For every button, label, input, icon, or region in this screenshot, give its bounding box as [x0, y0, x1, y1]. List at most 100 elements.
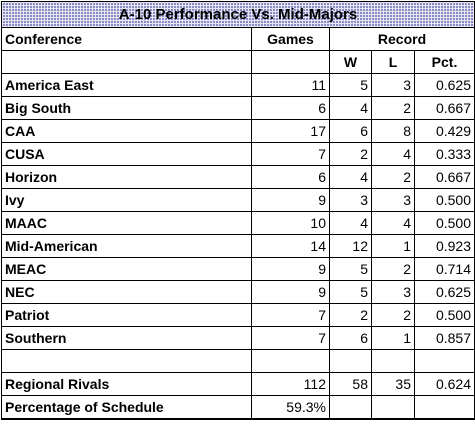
- cell-l: 3: [371, 188, 415, 212]
- title-text: A-10 Performance Vs. Mid-Majors: [118, 5, 358, 23]
- cell-games: 9: [251, 188, 330, 212]
- table-row: Patriot 7 2 2 0.500: [1, 303, 475, 327]
- cell-conference: Big South: [1, 96, 252, 120]
- cell-pct: 0.625: [413, 73, 475, 97]
- blank-cell: [329, 349, 372, 373]
- blank-row: [1, 349, 475, 373]
- schedule-label: Percentage of Schedule: [1, 395, 252, 420]
- totals-label: Regional Rivals: [1, 372, 252, 396]
- blank-cell: [413, 349, 475, 373]
- schedule-value: 59.3%: [251, 395, 330, 420]
- table-row: Mid-American 14 12 1 0.923: [1, 234, 475, 258]
- cell-l: 4: [371, 211, 415, 235]
- blank-cell: [371, 395, 415, 420]
- cell-conference: America East: [1, 73, 252, 97]
- table-row: CAA 17 6 8 0.429: [1, 119, 475, 143]
- cell-l: 8: [371, 119, 415, 143]
- table-row: Horizon 6 4 2 0.667: [1, 165, 475, 189]
- cell-l: 1: [371, 234, 415, 258]
- blank-cell: [251, 349, 330, 373]
- table-row: CUSA 7 2 4 0.333: [1, 142, 475, 166]
- cell-pct: 0.429: [413, 119, 475, 143]
- header-blank-2: [251, 50, 330, 74]
- cell-pct: 0.500: [413, 188, 475, 212]
- cell-games: 7: [251, 142, 330, 166]
- cell-games: 7: [251, 326, 330, 350]
- cell-w: 2: [329, 303, 372, 327]
- cell-conference: Patriot: [1, 303, 252, 327]
- cell-pct: 0.500: [413, 303, 475, 327]
- cell-pct: 0.625: [413, 280, 475, 304]
- schedule-row: Percentage of Schedule 59.3%: [1, 395, 475, 420]
- cell-w: 4: [329, 211, 372, 235]
- cell-w: 4: [329, 96, 372, 120]
- performance-table: A-10 Performance Vs. Mid-Majors Conferen…: [0, 1, 475, 420]
- cell-pct: 0.714: [413, 257, 475, 281]
- totals-l: 35: [371, 372, 415, 396]
- header-blank-1: [1, 50, 252, 74]
- header-games: Games: [251, 27, 330, 51]
- table-row: Ivy 9 3 3 0.500: [1, 188, 475, 212]
- cell-l: 4: [371, 142, 415, 166]
- cell-w: 5: [329, 73, 372, 97]
- cell-games: 9: [251, 257, 330, 281]
- cell-pct: 0.667: [413, 165, 475, 189]
- cell-games: 7: [251, 303, 330, 327]
- blank-cell: [1, 349, 252, 373]
- table-row: MAAC 10 4 4 0.500: [1, 211, 475, 235]
- cell-games: 11: [251, 73, 330, 97]
- header-pct: Pct.: [413, 50, 475, 74]
- cell-l: 2: [371, 165, 415, 189]
- cell-conference: CUSA: [1, 142, 252, 166]
- table-title: A-10 Performance Vs. Mid-Majors: [0, 1, 475, 28]
- blank-cell: [371, 349, 415, 373]
- table-row: America East 11 5 3 0.625: [1, 73, 475, 97]
- table-row: NEC 9 5 3 0.625: [1, 280, 475, 304]
- cell-pct: 0.667: [413, 96, 475, 120]
- cell-games: 10: [251, 211, 330, 235]
- header-w: W: [329, 50, 372, 74]
- header-conference: Conference: [1, 27, 252, 51]
- cell-w: 5: [329, 257, 372, 281]
- header-l: L: [371, 50, 415, 74]
- cell-w: 12: [329, 234, 372, 258]
- totals-games: 112: [251, 372, 330, 396]
- table-row: Big South 6 4 2 0.667: [1, 96, 475, 120]
- cell-l: 1: [371, 326, 415, 350]
- cell-games: 6: [251, 96, 330, 120]
- cell-conference: Mid-American: [1, 234, 252, 258]
- totals-row: Regional Rivals 112 58 35 0.624: [1, 372, 475, 396]
- cell-games: 14: [251, 234, 330, 258]
- cell-conference: Horizon: [1, 165, 252, 189]
- cell-w: 6: [329, 119, 372, 143]
- cell-games: 9: [251, 280, 330, 304]
- cell-l: 2: [371, 303, 415, 327]
- cell-w: 5: [329, 280, 372, 304]
- cell-conference: CAA: [1, 119, 252, 143]
- cell-w: 3: [329, 188, 372, 212]
- blank-cell: [413, 395, 475, 420]
- cell-l: 2: [371, 96, 415, 120]
- cell-w: 4: [329, 165, 372, 189]
- cell-conference: MAAC: [1, 211, 252, 235]
- blank-cell: [329, 395, 372, 420]
- cell-games: 6: [251, 165, 330, 189]
- header-record: Record: [328, 27, 475, 51]
- cell-l: 3: [371, 73, 415, 97]
- cell-conference: MEAC: [1, 257, 252, 281]
- cell-w: 2: [329, 142, 372, 166]
- cell-pct: 0.500: [413, 211, 475, 235]
- totals-pct: 0.624: [413, 372, 475, 396]
- cell-conference: NEC: [1, 280, 252, 304]
- cell-pct: 0.333: [413, 142, 475, 166]
- cell-pct: 0.857: [413, 326, 475, 350]
- table-row: MEAC 9 5 2 0.714: [1, 257, 475, 281]
- table-row: Southern 7 6 1 0.857: [1, 326, 475, 350]
- cell-w: 6: [329, 326, 372, 350]
- totals-w: 58: [329, 372, 372, 396]
- cell-games: 17: [251, 119, 330, 143]
- cell-conference: Southern: [1, 326, 252, 350]
- cell-l: 3: [371, 280, 415, 304]
- cell-pct: 0.923: [413, 234, 475, 258]
